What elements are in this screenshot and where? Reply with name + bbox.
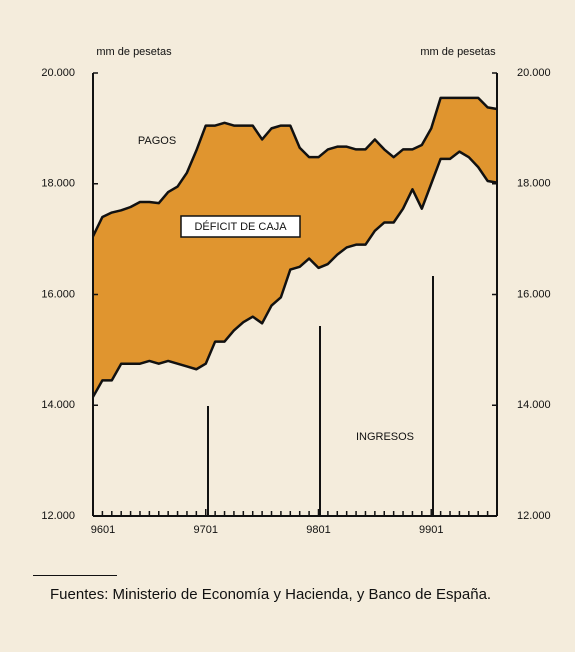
y2-tick-label: 14.000 bbox=[517, 399, 551, 411]
x-tick-label: 9701 bbox=[194, 524, 218, 536]
series-line bbox=[91, 150, 498, 398]
y-tick-label: 14.000 bbox=[41, 399, 75, 411]
y-axis-label: mm de pesetas bbox=[96, 46, 172, 58]
y2-tick-label: 18.000 bbox=[517, 178, 551, 190]
y2-tick-label: 20.000 bbox=[517, 67, 551, 79]
y-tick-label: 16.000 bbox=[41, 288, 75, 300]
y2-tick-label: 12.000 bbox=[517, 510, 551, 522]
footer-rule bbox=[33, 575, 117, 576]
annotation-box bbox=[180, 215, 301, 238]
y2-tick-label: 16.000 bbox=[517, 288, 551, 300]
series-line bbox=[91, 96, 498, 237]
y-tick-label: 12.000 bbox=[41, 510, 75, 522]
deficit-area bbox=[93, 97, 497, 397]
y-tick-label: 20.000 bbox=[41, 67, 75, 79]
series-label: INGRESOS bbox=[356, 431, 414, 443]
source-note: Fuentes: Ministerio de Economía y Hacien… bbox=[50, 586, 492, 603]
x-tick-label: 9901 bbox=[419, 524, 443, 536]
chart: mm de pesetas mm de pesetas 12.000 14.000… bbox=[41, 46, 551, 536]
annotation: DÉFICIT DE CAJA bbox=[194, 220, 287, 233]
x-tick-label: 9601 bbox=[91, 524, 115, 536]
x-tick-label: 9801 bbox=[306, 524, 330, 536]
y-tick-label: 18.000 bbox=[41, 178, 75, 190]
y2-axis-label: mm de pesetas bbox=[420, 46, 496, 58]
series-label: PAGOS bbox=[138, 135, 176, 147]
